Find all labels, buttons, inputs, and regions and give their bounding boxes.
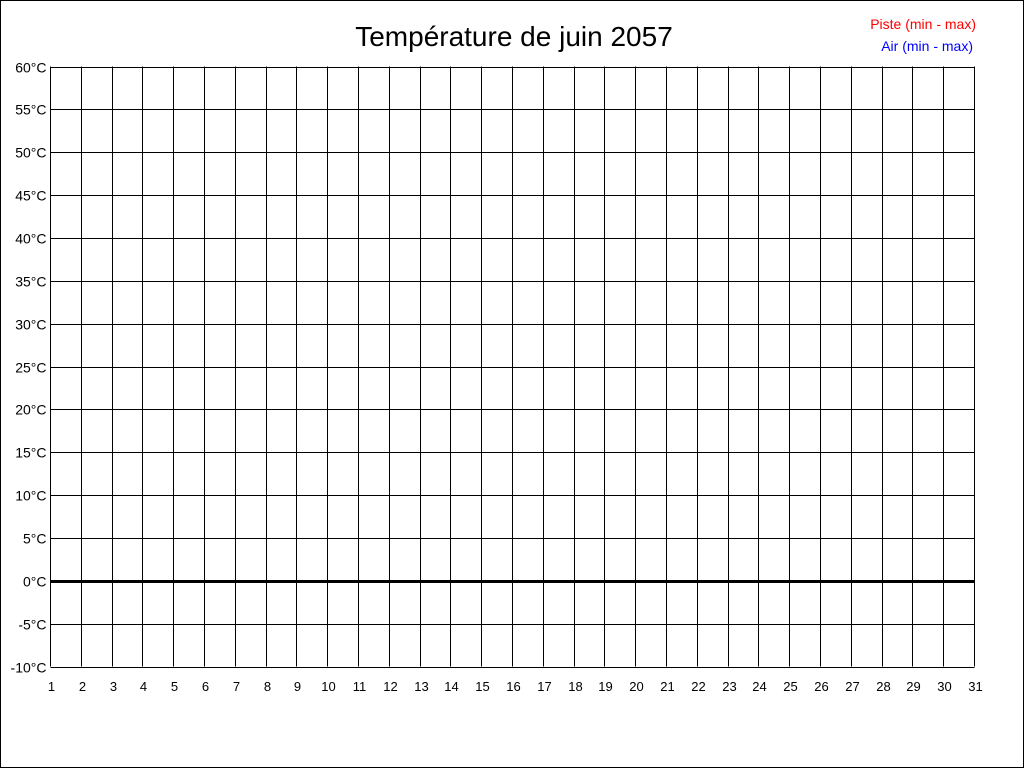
y-axis-labels: 60°C 55°C 50°C 45°C 40°C 35°C 30°C 25°C 20°C 15°C… xyxy=(11,60,47,676)
y-tick-label: 60°C xyxy=(15,60,46,76)
x-tick-label: 17 xyxy=(537,679,551,694)
x-tick-label: 21 xyxy=(660,679,674,694)
y-tick-label: 0°C xyxy=(23,574,47,590)
y-tick-label: 30°C xyxy=(15,317,46,333)
x-tick-label: 19 xyxy=(598,679,612,694)
legend-air: Air (min - max) xyxy=(881,38,973,54)
x-tick-label: 15 xyxy=(475,679,489,694)
legend-piste: Piste (min - max) xyxy=(870,16,976,32)
x-tick-label: 29 xyxy=(906,679,920,694)
x-tick-label: 11 xyxy=(353,679,367,694)
x-tick-label: 30 xyxy=(937,679,951,694)
x-tick-label: 12 xyxy=(383,679,397,694)
chart-title: Température de juin 2057 xyxy=(355,21,673,52)
x-axis-labels: 1 2 3 4 5 6 7 8 9 10 11 12 13 14 15 16 17 18 19 20 21 22 23 24 2… xyxy=(48,679,983,694)
x-tick-label: 2 xyxy=(79,679,86,694)
y-tick-label: -10°C xyxy=(11,660,47,676)
y-tick-label: -5°C xyxy=(18,617,46,633)
x-tick-label: 31 xyxy=(968,679,982,694)
y-tick-label: 10°C xyxy=(15,488,46,504)
x-tick-label: 1 xyxy=(48,679,55,694)
grid xyxy=(50,66,975,668)
x-tick-label: 4 xyxy=(140,679,147,694)
x-tick-label: 16 xyxy=(506,679,520,694)
x-tick-label: 5 xyxy=(171,679,178,694)
y-tick-label: 50°C xyxy=(15,145,46,161)
x-tick-label: 14 xyxy=(444,679,458,694)
y-tick-label: 45°C xyxy=(15,188,46,204)
y-tick-label: 40°C xyxy=(15,231,46,247)
y-tick-label: 25°C xyxy=(15,360,46,376)
x-tick-label: 3 xyxy=(110,679,117,694)
x-tick-label: 23 xyxy=(722,679,736,694)
x-tick-label: 20 xyxy=(629,679,643,694)
x-tick-label: 26 xyxy=(814,679,828,694)
x-tick-label: 18 xyxy=(568,679,582,694)
y-tick-label: 5°C xyxy=(23,531,47,547)
y-tick-label: 55°C xyxy=(15,102,46,118)
y-tick-label: 20°C xyxy=(15,402,46,418)
x-tick-label: 10 xyxy=(321,679,335,694)
y-tick-label: 35°C xyxy=(15,274,46,290)
x-tick-label: 6 xyxy=(202,679,209,694)
y-tick-label: 15°C xyxy=(15,445,46,461)
x-tick-label: 24 xyxy=(752,679,766,694)
x-tick-label: 7 xyxy=(233,679,240,694)
x-tick-label: 27 xyxy=(845,679,859,694)
x-tick-label: 8 xyxy=(264,679,271,694)
x-tick-label: 13 xyxy=(414,679,428,694)
x-tick-label: 9 xyxy=(294,679,301,694)
x-tick-label: 22 xyxy=(691,679,705,694)
x-tick-label: 28 xyxy=(876,679,890,694)
x-tick-label: 25 xyxy=(783,679,797,694)
